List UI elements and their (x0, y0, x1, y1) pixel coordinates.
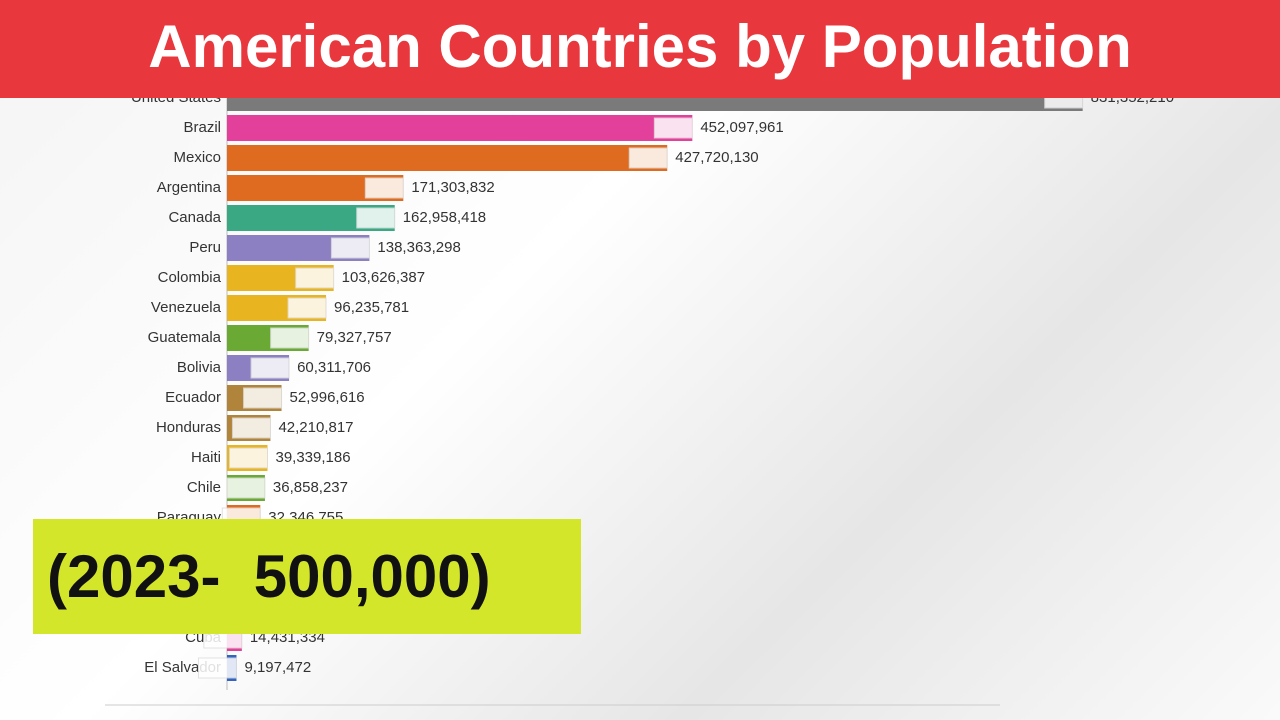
value-label: 79,327,757 (317, 329, 392, 346)
title-banner: American Countries by Population (0, 0, 1280, 98)
flag (356, 207, 396, 229)
flag (364, 177, 404, 199)
value-label: 36,858,237 (273, 479, 348, 496)
flag (270, 327, 310, 349)
category-label: Guatemala (148, 329, 222, 346)
flag (295, 267, 335, 289)
flag (330, 237, 370, 259)
flag (231, 417, 271, 439)
value-label: 96,235,781 (334, 299, 409, 316)
flag (250, 357, 290, 379)
category-label: Brazil (183, 119, 221, 136)
category-label: Venezuela (151, 299, 222, 316)
value-label: 60,311,706 (297, 359, 371, 376)
category-label: Peru (189, 239, 221, 256)
value-label: 9,197,472 (244, 659, 311, 676)
category-label: Chile (187, 479, 221, 496)
bars: United States831,352,210Brazil452,097,96… (131, 85, 1174, 681)
value-label: 103,626,387 (342, 269, 425, 286)
flag (287, 297, 327, 319)
value-label: 452,097,961 (700, 119, 783, 136)
value-label: 39,339,186 (275, 449, 350, 466)
value-label: 42,210,817 (278, 419, 353, 436)
category-label: Ecuador (165, 389, 221, 406)
category-label: Colombia (158, 269, 222, 286)
flag (628, 147, 668, 169)
flag (243, 387, 283, 409)
bar (227, 115, 693, 141)
category-label: Bolivia (177, 359, 222, 376)
value-label: 427,720,130 (675, 149, 758, 166)
category-label: Haiti (191, 449, 221, 466)
value-label: 171,303,832 (411, 179, 494, 196)
flag (226, 477, 266, 499)
category-label: Canada (168, 209, 221, 226)
category-label: Argentina (157, 179, 222, 196)
value-label: 52,996,616 (290, 389, 365, 406)
value-label: 162,958,418 (403, 209, 486, 226)
flag (653, 117, 693, 139)
category-label: Mexico (173, 149, 221, 166)
flag (228, 447, 268, 469)
value-label: 138,363,298 (377, 239, 460, 256)
category-label: Honduras (156, 419, 221, 436)
flag (197, 657, 237, 679)
period-label: (2023- 500,000) (33, 519, 581, 634)
bar (227, 145, 668, 171)
